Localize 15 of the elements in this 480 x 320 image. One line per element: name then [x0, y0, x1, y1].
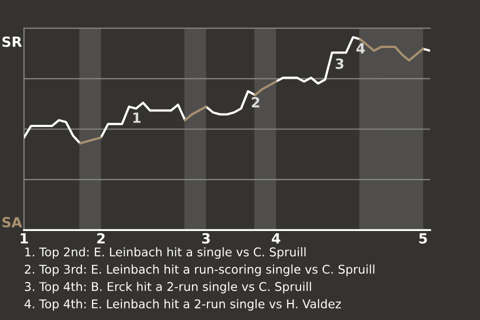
- text: 1. Top 2nd: E. Leinbach hit a single vs C. Spruill: [25, 247, 306, 259]
- text: 3. Top 4th: B. Erck hit a 2-run single vs C. Spruill: [24, 282, 311, 294]
- annotation: 1: [133, 112, 141, 123]
- x-tick-label: 5: [419, 233, 427, 244]
- annotation: 4: [356, 43, 365, 54]
- text: 2. Top 3rd: E. Leinbach hit a run-scoring single vs C. Spruill: [24, 264, 374, 276]
- annotation: 2: [252, 97, 260, 108]
- x-tick-label: 4: [272, 233, 280, 244]
- annotation: 3: [336, 58, 344, 69]
- text: SA: [2, 216, 22, 228]
- x-tick-label: 3: [202, 233, 210, 244]
- text: SR: [2, 36, 22, 47]
- text: 4. Top 4th: E. Leinbach hit a 2-run single vs H. Valdez: [24, 299, 341, 311]
- x-tick-label: 2: [97, 233, 105, 244]
- x-tick-label: 1: [20, 233, 28, 244]
